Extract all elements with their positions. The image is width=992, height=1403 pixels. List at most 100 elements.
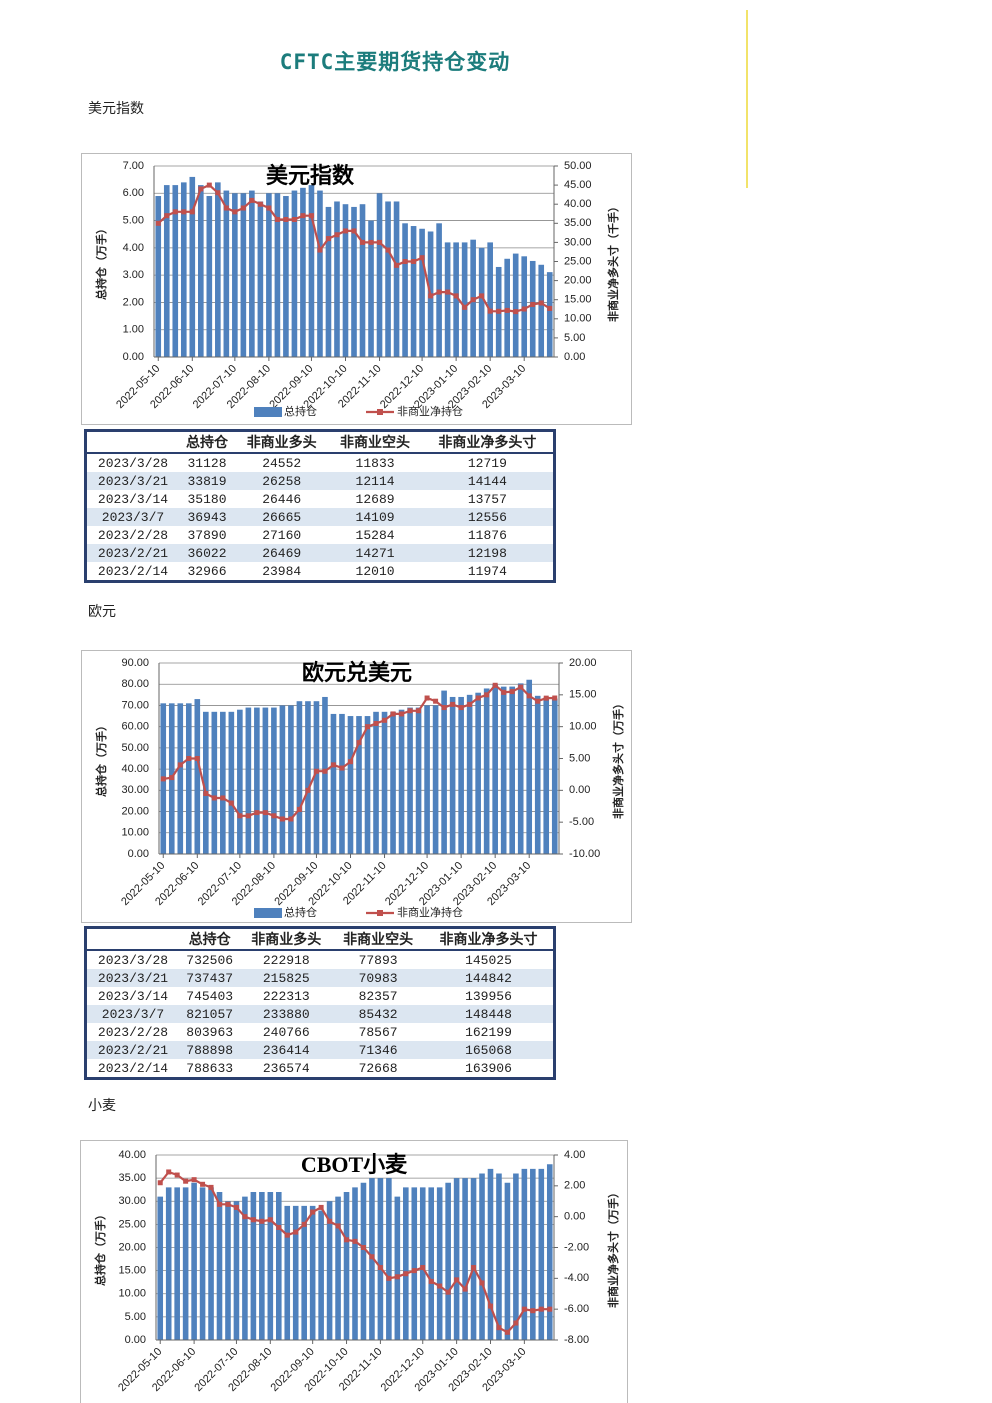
table-row: 2023/2/28 803963 240766 78567 162199 — [86, 1023, 555, 1041]
y-tick-label: 70.00 — [121, 699, 149, 711]
header-cell: 非商业净多头寸 — [423, 927, 555, 951]
bar — [512, 253, 519, 357]
table-row: 2023/3/14 35180 26446 12689 13757 — [86, 490, 555, 508]
line-marker — [360, 1245, 366, 1250]
bar — [284, 1205, 291, 1340]
legend-swatch — [254, 407, 282, 417]
line-marker — [436, 289, 442, 295]
data-table: 总持仓 非商业多头 非商业空头 非商业净多头寸 2023/3/28 732506 22291… — [84, 926, 556, 1080]
y-tick-label: 2.00 — [123, 296, 144, 308]
bar — [223, 190, 230, 357]
bar — [198, 185, 204, 357]
table-row: 2023/3/21 33819 26258 12114 14144 — [85, 472, 555, 490]
table-cell: 72668 — [358, 1060, 398, 1076]
bar — [242, 1196, 248, 1340]
table-cell: 165068 — [423, 1041, 555, 1059]
table-cell: 2023/2/14 — [97, 563, 169, 579]
table-cell: 144842 — [423, 969, 555, 987]
bar — [254, 707, 260, 854]
line-marker — [166, 1169, 172, 1175]
table-row: 2023/2/28 37890 27160 15284 11876 — [86, 526, 555, 544]
line-marker — [552, 695, 558, 701]
bar — [449, 696, 456, 854]
line-marker — [186, 756, 192, 761]
bar — [206, 196, 213, 357]
line-marker — [318, 1204, 324, 1210]
line-marker — [317, 247, 323, 253]
table-cell: 27160 — [262, 527, 302, 543]
table-cell: 222918 — [262, 952, 310, 968]
line-marker — [543, 695, 549, 701]
bar — [487, 242, 493, 357]
bar — [411, 1187, 418, 1340]
bar — [479, 1173, 485, 1340]
bar — [216, 1192, 223, 1340]
bar — [172, 185, 179, 357]
line-marker — [191, 1177, 197, 1183]
line-marker — [233, 1204, 239, 1210]
line-marker — [347, 759, 353, 765]
y2-tick-label: 10.00 — [569, 721, 597, 733]
y2-axis-title: 非商业净多头寸（万手） — [611, 698, 625, 819]
section-label: 小麦 — [88, 1098, 116, 1114]
table-row: 2023/2/21 36022 26469 14271 12198 — [85, 544, 555, 562]
table-cell: 821057 — [179, 1005, 241, 1023]
line-marker — [458, 705, 464, 711]
table-cell: 26469 — [235, 544, 329, 562]
table-cell: 2023/2/21 — [85, 1041, 179, 1059]
bar — [453, 242, 459, 357]
line-marker — [428, 1278, 434, 1284]
bar — [398, 709, 405, 854]
y-tick-label: 90.00 — [121, 657, 149, 669]
line-marker — [262, 810, 268, 816]
table-cell: 24552 — [262, 455, 302, 471]
bar — [551, 698, 558, 854]
bar — [163, 185, 170, 357]
bar — [279, 705, 286, 854]
table-cell: 2023/3/7 — [85, 1005, 179, 1023]
bar — [352, 1187, 358, 1340]
legend-swatch — [377, 409, 383, 415]
line-marker — [276, 1224, 282, 1230]
y-tick-label: 30.00 — [118, 1195, 146, 1207]
bar — [275, 1192, 282, 1340]
bar — [402, 223, 408, 357]
y-tick-label: 40.00 — [118, 1149, 146, 1161]
line-marker — [445, 1289, 451, 1295]
line-marker — [181, 209, 187, 215]
legend-label: 总持仓 — [284, 905, 317, 919]
bar — [208, 1187, 214, 1340]
line-marker — [164, 213, 170, 219]
table-cell: 2023/3/28 — [97, 952, 169, 968]
line-marker — [274, 216, 280, 222]
line-marker — [183, 1178, 189, 1184]
table-cell: 2023/3/21 — [85, 472, 179, 490]
line-marker — [530, 1308, 536, 1314]
table-cell: 745403 — [186, 988, 234, 1004]
table-cell: 32966 — [187, 563, 227, 579]
line-marker — [496, 308, 502, 314]
line-marker — [339, 765, 345, 771]
table-cell: 13757 — [467, 491, 507, 507]
line-marker — [479, 293, 485, 299]
legend-label: 非商业净持仓 — [397, 905, 463, 919]
chart-title: 美元指数 — [266, 163, 355, 188]
bar — [483, 688, 490, 854]
table-cell: 12689 — [355, 491, 395, 507]
line-marker — [288, 816, 294, 822]
bar — [419, 228, 425, 357]
y-tick-label: 10.00 — [118, 1288, 146, 1300]
bar — [424, 705, 430, 854]
bar — [180, 182, 187, 357]
y-tick-label: 40.00 — [121, 763, 149, 775]
line-marker — [471, 1265, 477, 1271]
bar — [259, 1192, 265, 1340]
line-marker — [475, 695, 481, 701]
y2-tick-label: 10.00 — [564, 313, 592, 325]
y-axis-title: 总持仓（万手） — [93, 1209, 107, 1286]
bar — [364, 716, 371, 854]
line-marker — [284, 1232, 290, 1238]
table-row: 2023/3/14 745403 222313 82357 139956 — [86, 987, 555, 1005]
line-marker — [504, 307, 510, 313]
bar — [309, 1205, 316, 1340]
